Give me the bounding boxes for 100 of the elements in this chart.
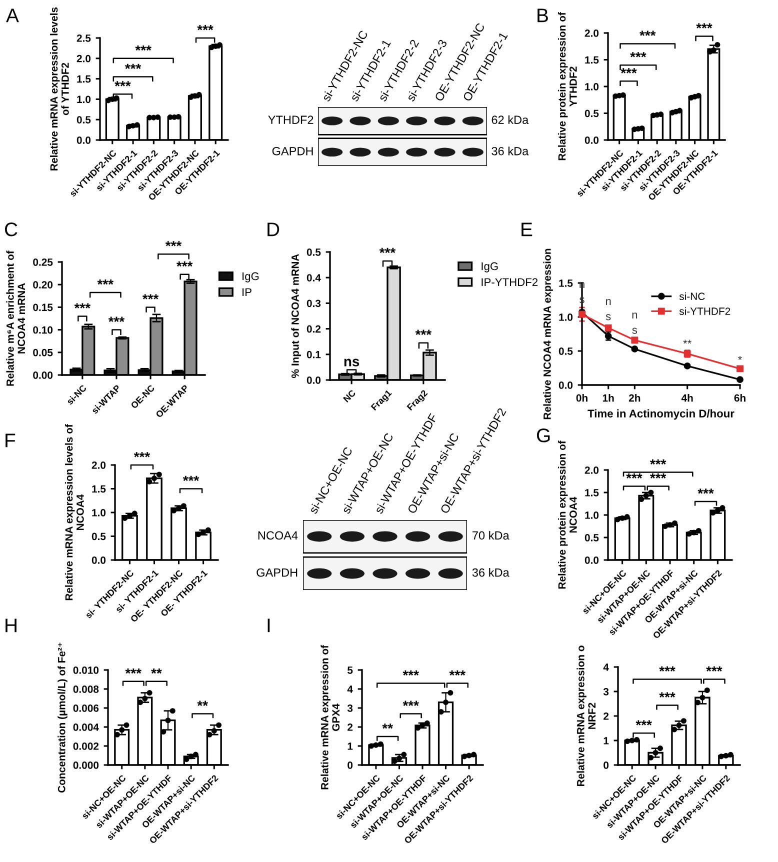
y-tick-label: 1.5 xyxy=(92,485,106,493)
y-axis-title: Relative protein expression of YTHDF2 xyxy=(558,12,577,160)
annotation: ns xyxy=(344,358,360,366)
x-tick-label: NC xyxy=(342,389,356,403)
y-tick-label: 0.20 xyxy=(33,281,53,288)
annotation: *** xyxy=(449,670,466,676)
annotation: *** xyxy=(402,670,419,676)
y-tick-label: 0.008 xyxy=(73,686,99,693)
text: E xyxy=(522,222,532,236)
y-tick-label: 0.0 xyxy=(558,382,573,389)
y-tick-label: 1.0 xyxy=(585,512,599,519)
annotation: *** xyxy=(135,45,152,51)
y-tick-label: 0.5 xyxy=(92,532,106,540)
text: 36 kDa xyxy=(492,146,529,156)
annotation: *** xyxy=(379,248,396,254)
annotation: *** xyxy=(620,68,637,74)
annotation: *** xyxy=(640,30,656,36)
y-tick-label: 2.0 xyxy=(76,54,91,62)
annotation: *** xyxy=(176,261,193,267)
text: A xyxy=(6,8,19,22)
y-tick-label: 0.010 xyxy=(73,666,99,674)
y-tick-label: 0.004 xyxy=(73,724,99,731)
annotation: *** xyxy=(650,473,666,478)
text: *** xyxy=(134,452,150,458)
x-tick-label: 1h xyxy=(602,394,614,402)
text: 62 kDa xyxy=(492,115,529,124)
annotation: *** xyxy=(114,81,131,86)
y-tick-label: 0.006 xyxy=(73,704,99,712)
y-tick-label: 1 xyxy=(348,742,353,750)
y-tick-label: 2 xyxy=(604,712,609,720)
annotation: *** xyxy=(636,720,652,726)
y-tick-label: 0.0 xyxy=(76,136,91,144)
annotation: *** xyxy=(142,294,159,300)
x-tick-label: 4h xyxy=(681,394,693,402)
annotation: *** xyxy=(124,64,142,69)
text: 36 kDa xyxy=(472,568,510,577)
y-tick-label: 0.05 xyxy=(33,348,53,356)
legend-label: IgG xyxy=(242,272,259,282)
annotation: *** xyxy=(125,668,142,674)
text: 70 kDa xyxy=(472,530,510,540)
annotation: *** xyxy=(706,666,722,672)
y-tick-label: 4 xyxy=(347,686,353,693)
annotation: *** xyxy=(74,303,91,308)
y-axis-title: Relative m⁶A enrichment of NCOA4 mRNA xyxy=(6,250,26,386)
y-axis-title: Relative mRNA expression of GPX4 xyxy=(320,645,340,790)
y-tick-label: 1.5 xyxy=(77,75,91,83)
annotation: ** xyxy=(197,700,208,706)
text: GAPDH xyxy=(272,146,313,156)
annotation: *** xyxy=(630,52,646,58)
y-tick-label: 1.0 xyxy=(77,96,91,104)
y-axis-title: Relative mRNA expression levels of YTHDF2 xyxy=(50,7,69,170)
text: C xyxy=(4,222,18,236)
legend-label: IP-YTHDF2 xyxy=(482,278,538,286)
y-tick-label: 0.5 xyxy=(584,110,599,118)
y-tick-label: 0.25 xyxy=(33,258,53,266)
text: B xyxy=(538,8,548,22)
y-tick-label: 4 xyxy=(603,664,609,671)
y-tick-label: 0.1 xyxy=(306,350,321,358)
y-tick-label: 0.0 xyxy=(584,556,599,564)
text: *** xyxy=(197,25,214,30)
x-tick-label: 6h xyxy=(734,394,746,402)
annotation: *** xyxy=(698,488,714,494)
y-tick-label: 0 xyxy=(604,762,609,769)
text: I xyxy=(268,618,270,632)
legend-label: IP xyxy=(242,288,252,296)
annotation: *** xyxy=(108,316,125,322)
y-tick-label: 0.5 xyxy=(584,534,599,542)
x-tick-label: 2h xyxy=(628,394,640,402)
annotation: n s xyxy=(606,298,611,320)
y-tick-label: 2 xyxy=(348,724,353,731)
y-tick-label: 2.0 xyxy=(92,462,106,469)
y-tick-label: 0 xyxy=(348,762,353,769)
y-tick-label: 0.0 xyxy=(306,376,321,384)
text: *** xyxy=(696,23,712,28)
annotation: *** xyxy=(659,666,676,672)
y-tick-label: 1.0 xyxy=(559,314,573,321)
y-tick-label: 2.0 xyxy=(584,30,599,37)
x-tick-label: 0h xyxy=(576,394,588,402)
y-tick-label: 0.2 xyxy=(306,325,321,333)
y-tick-label: 0.5 xyxy=(558,348,573,355)
annotation: ** xyxy=(683,340,692,344)
annotation: *** xyxy=(626,473,642,478)
annotation: *** xyxy=(402,700,419,706)
y-tick-label: 1.5 xyxy=(559,280,573,287)
annotation: * xyxy=(738,356,742,360)
y-tick-label: 0.002 xyxy=(73,742,99,750)
text: D xyxy=(268,222,280,236)
legend-label: IgG xyxy=(482,262,498,272)
y-tick-label: 1.0 xyxy=(92,509,106,516)
y-tick-label: 3 xyxy=(347,704,353,712)
y-tick-label: 0.000 xyxy=(73,762,99,769)
y-tick-label: 0.10 xyxy=(33,326,53,334)
text: GAPDH xyxy=(256,568,298,577)
y-tick-label: 1.0 xyxy=(585,83,599,90)
annotation: ** xyxy=(151,668,162,674)
y-tick-label: 0.5 xyxy=(76,116,91,124)
text: G xyxy=(536,428,550,442)
y-axis-title: Relative mRNA expression levels of NCOA4 xyxy=(65,424,84,600)
y-tick-label: 0.3 xyxy=(306,300,321,308)
y-tick-label: 0.4 xyxy=(306,274,321,282)
